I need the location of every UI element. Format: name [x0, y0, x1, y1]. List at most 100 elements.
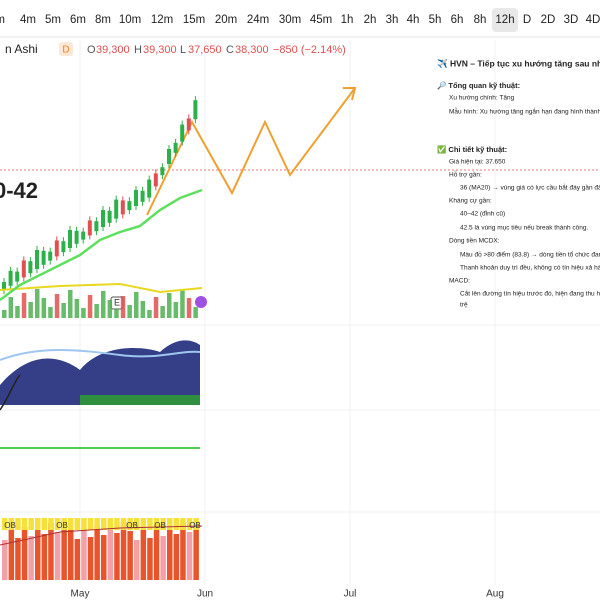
candle	[21, 260, 26, 278]
timeframe-tab[interactable]: 15m	[183, 14, 205, 26]
candle	[147, 179, 152, 198]
mcdx-bar	[134, 540, 140, 580]
timeframe-tab[interactable]: 45m	[310, 14, 332, 26]
timeframe-tab[interactable]: 12m	[151, 14, 173, 26]
x-axis-label: Aug	[486, 589, 504, 600]
mcdx-top	[21, 518, 28, 530]
mcdx-top	[107, 518, 114, 530]
mcdx-bar	[193, 521, 199, 580]
volume-bar	[94, 304, 99, 318]
timeframe-tab[interactable]: 5m	[45, 14, 61, 26]
mcdx-top	[127, 518, 133, 530]
volume-bar	[173, 302, 179, 318]
x-axis-label: May	[71, 589, 90, 600]
panel-heading: ✅ Chi tiết kỹ thuật:	[437, 145, 507, 154]
timeframe-tab[interactable]: 3h	[386, 14, 399, 26]
volume-bar	[74, 299, 80, 318]
timeframe-tab[interactable]: 8m	[95, 14, 111, 26]
mcdx-bar	[120, 522, 127, 580]
candle	[160, 167, 165, 176]
timeframe-tab[interactable]: 5h	[429, 14, 442, 26]
mcdx-bar	[41, 534, 48, 580]
panel-line: MACD:	[449, 278, 470, 285]
timeframe-tab[interactable]: 3m	[0, 14, 5, 26]
ob-label: OB	[126, 521, 138, 530]
volume-bar	[15, 306, 20, 318]
candle	[8, 270, 13, 286]
timeframe-tab[interactable]: 24m	[247, 14, 269, 26]
timeframe-tab[interactable]: 1h	[341, 14, 354, 26]
volume-bar	[153, 297, 159, 318]
timeframe-tab[interactable]: 3D	[564, 14, 579, 26]
ob-label: OB	[56, 521, 68, 530]
panel-item: Mẫu hình: Xu hướng tăng ngắn hạn đang hì…	[449, 107, 600, 116]
mcdx-bar	[180, 523, 186, 580]
volume-bar	[35, 289, 40, 318]
mcdx-top	[147, 518, 153, 530]
ohlc-value: 39,300	[96, 44, 130, 56]
mcdx-top	[101, 518, 107, 530]
ohlc-value: 37,650	[188, 44, 222, 56]
timeframe-tab[interactable]: 6m	[70, 14, 86, 26]
timeframe-tab[interactable]: 2h	[364, 14, 377, 26]
volume-bar	[41, 298, 47, 318]
mcdx-bar	[87, 537, 94, 580]
candle	[81, 231, 86, 240]
timeframe-tab[interactable]: 30m	[279, 14, 301, 26]
ob-label: OB	[4, 521, 16, 530]
alert-icon	[195, 296, 207, 308]
panel-heading: 🔎 Tổng quan kỹ thuật:	[437, 80, 520, 90]
candle	[74, 230, 79, 244]
indicator-band	[80, 395, 200, 405]
candle	[193, 100, 198, 120]
mcdx-bar	[167, 525, 173, 580]
panel-line: Giá hiện tại: 37.650	[449, 159, 506, 166]
mcdx-bar	[21, 527, 28, 580]
chart-type: n Ashi	[5, 42, 38, 56]
mcdx-top	[15, 518, 21, 530]
candle	[94, 221, 99, 232]
candle	[15, 271, 20, 282]
candle	[120, 200, 125, 215]
mcdx-top	[68, 518, 74, 530]
ohlc-value: 39,300	[143, 44, 177, 56]
timeframe-tab[interactable]: 10m	[119, 14, 141, 26]
ohlc-label: H	[134, 44, 142, 56]
candle	[54, 240, 59, 257]
ohlc-label: O	[87, 44, 96, 56]
timeframe-tab[interactable]: 4D	[586, 14, 600, 26]
timeframe-tab[interactable]: 8h	[474, 14, 487, 26]
mcdx-bar	[153, 527, 160, 580]
panel-line: Kháng cự gần:	[449, 196, 492, 205]
timeframe-tab[interactable]: 4h	[407, 14, 420, 26]
mcdx-top	[94, 518, 100, 530]
mcdx-bar	[15, 538, 21, 580]
event-marker: E	[114, 297, 120, 307]
mcdx-bar	[81, 528, 87, 580]
mcdx-top	[74, 518, 81, 530]
mcdx-top	[114, 518, 120, 530]
mcdx-top	[180, 518, 186, 530]
x-axis-label: Jul	[344, 589, 357, 600]
panel-title: ✈️ HVN – Tiếp tục xu hướng tăng sau nhị	[437, 58, 600, 68]
timeframe-tab[interactable]: 12h	[495, 14, 514, 26]
mcdx-bar	[35, 525, 41, 580]
volume-bar	[61, 303, 66, 318]
volume-bar	[101, 291, 106, 318]
mcdx-top	[8, 518, 15, 530]
panel-line: trệ	[460, 302, 468, 309]
timeframe-tab[interactable]: 20m	[215, 14, 237, 26]
timeframe-tab[interactable]: 2D	[541, 14, 556, 26]
mcdx-line	[0, 525, 203, 546]
timeframe-tab[interactable]: D	[523, 14, 531, 26]
candle	[107, 210, 112, 223]
timeframe-tab[interactable]: 6h	[451, 14, 464, 26]
mcdx-bar	[186, 532, 193, 580]
timeframe-tab[interactable]: 4m	[20, 14, 36, 26]
ob-label: OB	[189, 521, 201, 530]
candle	[41, 250, 46, 265]
candle	[186, 118, 191, 131]
volume-bar	[134, 292, 139, 318]
